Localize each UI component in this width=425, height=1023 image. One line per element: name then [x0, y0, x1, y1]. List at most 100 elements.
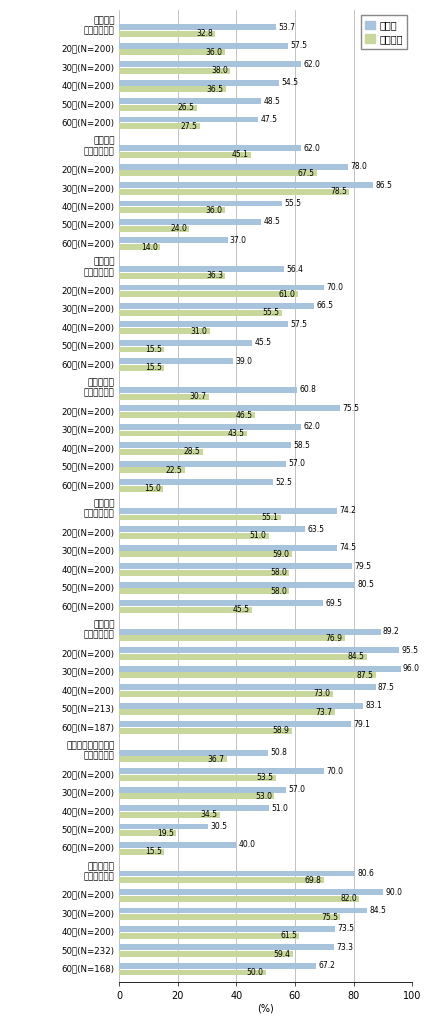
Text: 全体加重平均: 全体加重平均: [84, 509, 115, 519]
Bar: [119, 340, 252, 346]
Text: 全体加重平均: 全体加重平均: [84, 268, 115, 277]
Text: 50.0: 50.0: [246, 968, 263, 977]
Bar: [119, 805, 269, 811]
Text: 62.0: 62.0: [303, 422, 320, 432]
Bar: [119, 468, 185, 474]
Bar: [119, 292, 298, 297]
Bar: [119, 756, 227, 762]
Text: 70.0: 70.0: [327, 283, 344, 292]
Text: 60代(N=200): 60代(N=200): [62, 844, 115, 853]
Bar: [119, 164, 348, 170]
Text: 47.5: 47.5: [261, 115, 278, 124]
Bar: [119, 793, 275, 799]
Text: 15.5: 15.5: [145, 363, 162, 372]
Text: 27.5: 27.5: [181, 122, 197, 131]
Text: 30.7: 30.7: [190, 392, 207, 401]
Bar: [119, 507, 337, 514]
Text: 《中国》: 《中国》: [93, 620, 115, 629]
Bar: [119, 915, 340, 920]
Text: 58.5: 58.5: [293, 441, 310, 450]
Text: 80.5: 80.5: [357, 580, 374, 589]
Text: 50.8: 50.8: [270, 748, 287, 757]
Text: 54.5: 54.5: [281, 78, 298, 87]
Text: 20代(N=200): 20代(N=200): [62, 528, 115, 537]
Bar: [119, 86, 226, 92]
Bar: [119, 170, 317, 176]
Bar: [119, 405, 340, 411]
Bar: [119, 347, 164, 353]
Bar: [119, 684, 376, 691]
Bar: [119, 310, 282, 315]
Bar: [119, 811, 220, 817]
Text: 73.5: 73.5: [337, 925, 354, 933]
Text: 45.1: 45.1: [232, 150, 249, 160]
Bar: [119, 182, 373, 188]
Bar: [119, 226, 190, 231]
Text: 62.0: 62.0: [303, 143, 320, 152]
Bar: [119, 98, 261, 104]
Bar: [119, 831, 176, 836]
Text: 75.5: 75.5: [343, 404, 360, 413]
Text: 30代(N=200): 30代(N=200): [62, 789, 115, 797]
Text: 22.5: 22.5: [166, 465, 183, 475]
Bar: [119, 442, 291, 448]
Text: 79.5: 79.5: [354, 562, 371, 571]
Bar: [119, 321, 288, 327]
Text: 60代(N=187): 60代(N=187): [62, 723, 115, 731]
Text: 40代(N=200): 40代(N=200): [62, 928, 115, 937]
Bar: [119, 266, 284, 272]
Text: 30代(N=200): 30代(N=200): [62, 909, 115, 919]
Text: 87.5: 87.5: [357, 671, 373, 680]
Text: 45.5: 45.5: [233, 606, 250, 614]
Text: 87.5: 87.5: [378, 682, 395, 692]
Text: 61.5: 61.5: [280, 931, 297, 940]
Bar: [119, 648, 399, 653]
Text: 26.5: 26.5: [178, 103, 194, 113]
Bar: [119, 635, 345, 641]
Text: 20代(N=200): 20代(N=200): [62, 649, 115, 658]
Text: 30代(N=200): 30代(N=200): [62, 426, 115, 435]
Text: 20代(N=200): 20代(N=200): [62, 891, 115, 900]
Text: 40代(N=200): 40代(N=200): [62, 807, 115, 815]
Text: 32.8: 32.8: [196, 30, 213, 38]
Bar: [119, 709, 335, 715]
Text: 53.7: 53.7: [279, 23, 296, 32]
Text: 20代(N=200): 20代(N=200): [62, 44, 115, 53]
Text: 58.0: 58.0: [270, 569, 287, 577]
Text: 60代(N=200): 60代(N=200): [62, 602, 115, 611]
Bar: [119, 970, 266, 976]
Text: 66.5: 66.5: [316, 302, 333, 310]
Text: 50代(N=200): 50代(N=200): [62, 583, 115, 592]
Bar: [119, 358, 233, 364]
Text: 50代(N=232): 50代(N=232): [62, 946, 115, 955]
Text: 61.0: 61.0: [279, 290, 295, 299]
Bar: [119, 479, 273, 485]
Text: 15.0: 15.0: [144, 484, 161, 493]
Bar: [119, 896, 360, 901]
Bar: [119, 104, 197, 110]
Bar: [119, 61, 301, 68]
Text: 34.5: 34.5: [201, 810, 218, 819]
Text: 15.5: 15.5: [145, 847, 162, 856]
Bar: [119, 551, 292, 558]
Text: 69.5: 69.5: [325, 598, 342, 608]
Bar: [119, 750, 268, 756]
Text: 84.5: 84.5: [348, 653, 365, 661]
Text: 28.5: 28.5: [184, 447, 200, 456]
Text: 40代(N=200): 40代(N=200): [62, 444, 115, 453]
Text: 84.5: 84.5: [369, 906, 386, 915]
Bar: [119, 303, 314, 309]
Text: 55.5: 55.5: [262, 308, 279, 317]
Text: 《韓国》: 《韓国》: [93, 499, 115, 508]
Text: 36.0: 36.0: [205, 206, 222, 215]
Text: 36.0: 36.0: [205, 48, 222, 57]
Text: 76.9: 76.9: [325, 634, 342, 642]
Text: 58.0: 58.0: [270, 587, 287, 595]
Bar: [119, 31, 215, 37]
Text: 全体加重平均: 全体加重平均: [84, 873, 115, 882]
Text: 90.0: 90.0: [385, 888, 402, 896]
Text: 45.5: 45.5: [255, 339, 272, 348]
Text: 《日本》: 《日本》: [93, 16, 115, 25]
Text: 36.3: 36.3: [206, 271, 223, 280]
Bar: [119, 244, 160, 250]
